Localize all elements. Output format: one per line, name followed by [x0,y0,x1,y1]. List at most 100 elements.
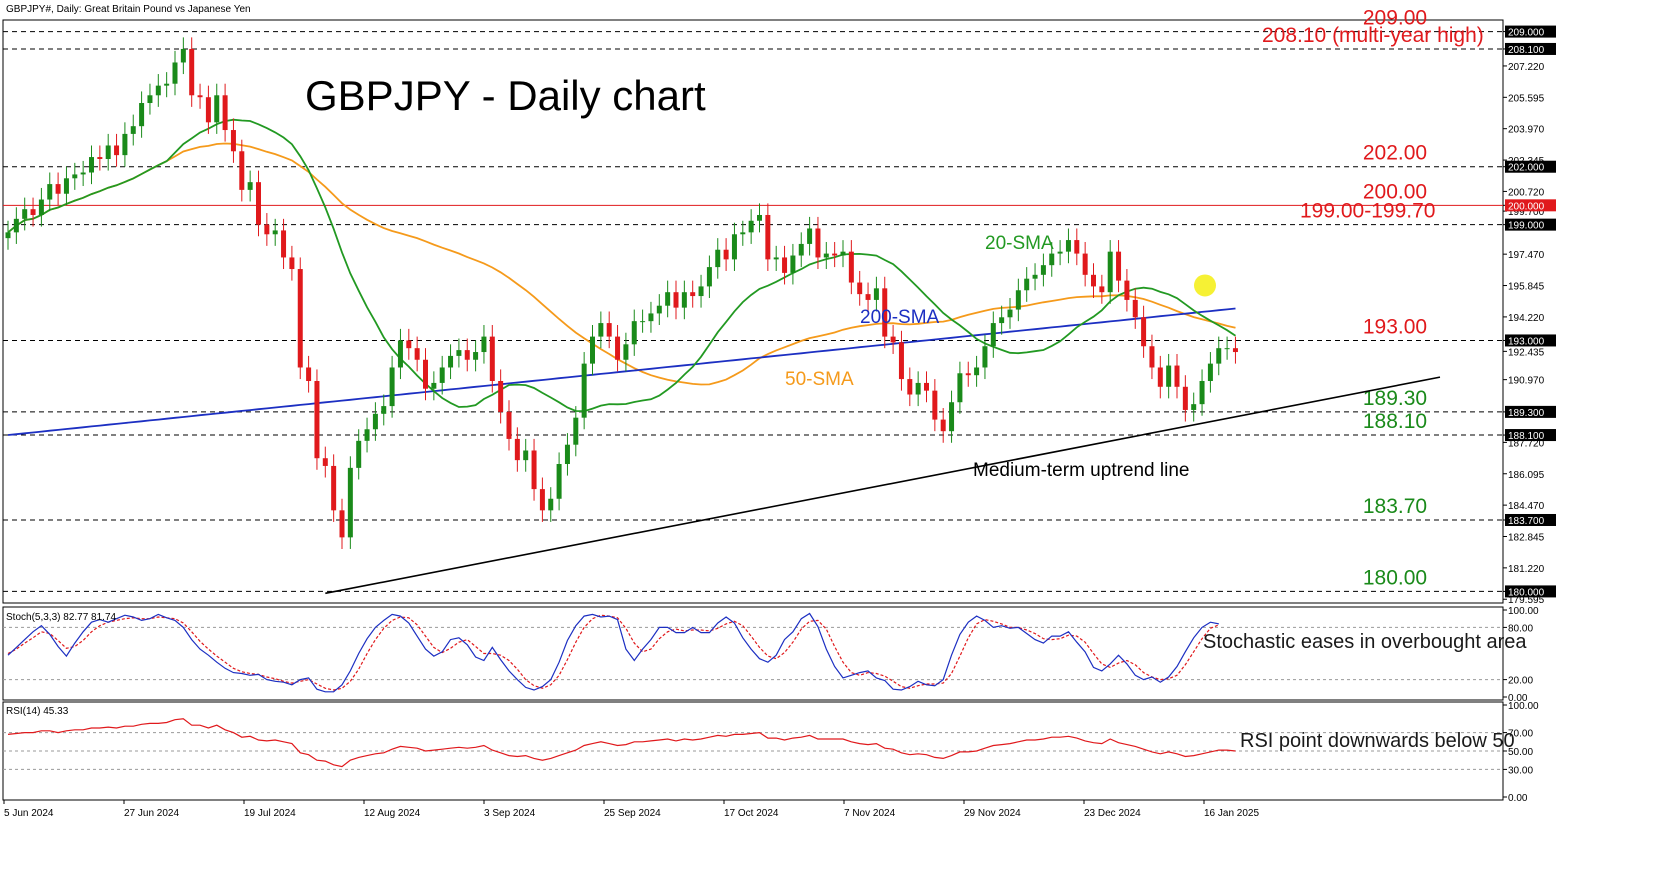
price-tick-label: 179.595 [1508,595,1545,606]
candle-body [164,83,170,86]
candle-body [222,95,228,131]
price-tick-label: 186.095 [1508,470,1545,481]
candle-body [1074,240,1080,254]
candle-body [230,130,236,152]
price-tag [1505,405,1556,418]
candle-body [1132,299,1138,318]
stoch-tick-label: 20.00 [1508,676,1533,687]
sma200-label: 200-SMA [860,307,940,328]
price-tag [1505,334,1556,347]
candle-body [640,321,646,323]
price-tag-text: 199.000 [1508,221,1545,232]
candle-body [623,344,629,360]
candle-body [556,464,562,499]
sma200-line [7,307,1236,436]
candle-body [114,145,120,156]
candle-body [915,382,921,395]
date-tick-label: 16 Jan 2025 [1204,808,1259,819]
candle-body [606,323,612,337]
candle-body [448,355,454,368]
candle-body [949,402,955,432]
candle-body [498,380,504,412]
candle-body [1091,274,1096,287]
rsi-tick-label: 50.00 [1508,747,1533,758]
candle-body [464,350,470,360]
candle-body [1099,286,1105,293]
candle-body [30,209,36,215]
level-label: 183.70 [1363,495,1427,518]
price-tag [1505,429,1556,442]
candle-body [748,220,754,233]
candle-body [1082,253,1088,275]
candle-body [256,182,261,225]
candle-body [564,444,570,465]
crossover-highlight [1194,274,1216,297]
candle-body [1065,240,1071,252]
level-label: 193.00 [1363,315,1427,338]
candle-body [1124,280,1130,300]
price-tick-label: 199.700 [1508,207,1545,218]
candle-body [1199,380,1205,405]
candle-body [139,103,145,127]
candle-body [1232,348,1238,353]
candle-body [723,249,729,260]
candle-body [698,286,704,297]
candle-body [147,95,153,104]
level-label: 200.00 [1363,180,1427,203]
candle-body [999,317,1005,324]
candle-body [347,467,353,538]
price-tick-label: 194.220 [1508,313,1545,324]
price-tag-text: 208.100 [1508,45,1545,56]
candle-body [272,230,278,235]
candle-body [1216,348,1222,364]
price-tag-text: 200.000 [1508,201,1545,212]
price-tag [1505,199,1556,212]
price-tick-label: 187.720 [1508,438,1545,449]
candle-body [239,151,245,190]
candle-body [155,85,161,96]
price-tag [1505,513,1556,526]
candle-body [873,288,879,300]
candle-body [381,406,387,414]
stoch-tick-label: 0.00 [1508,693,1528,704]
price-tick-label: 200.720 [1508,187,1545,198]
candle-body [414,348,420,360]
candle-body [615,336,621,360]
candle-body [548,498,554,511]
candle-body [681,292,687,308]
date-tick-label: 27 Jun 2024 [124,808,179,819]
price-tick-label: 184.470 [1508,501,1545,512]
candle-body [47,184,53,200]
price-tick-label: 197.470 [1508,250,1545,261]
candle-body [840,251,846,256]
candle-body [339,510,345,538]
candle-body [690,292,696,297]
candle-body [322,458,328,466]
candle-body [406,340,412,349]
candle-body [907,379,913,395]
candle-body [1224,348,1230,350]
main-pane-frame [2,19,1504,604]
candle-body [205,97,211,123]
candle-body [1207,363,1213,381]
candle-body [823,253,829,258]
stoch-series-k [7,612,1219,693]
candle-body [55,184,61,194]
price-tick-label: 195.845 [1508,282,1545,293]
candle-body [489,336,495,381]
candle-body [790,255,796,273]
price-tick-label: 205.595 [1508,93,1545,104]
candle-body [940,419,946,432]
level-label: 180.00 [1363,566,1427,589]
main-chart-title: GBPJPY - Daily chart [305,72,706,119]
candle-body [1040,265,1046,275]
candle-body [731,234,737,260]
candle-body [5,232,11,239]
candle-body [924,382,929,391]
candle-body [665,292,671,306]
candle-body [598,323,604,337]
candle-body [982,346,988,368]
price-tick-label: 207.220 [1508,62,1545,73]
candle-body [1141,317,1147,347]
candle-body [857,282,863,295]
